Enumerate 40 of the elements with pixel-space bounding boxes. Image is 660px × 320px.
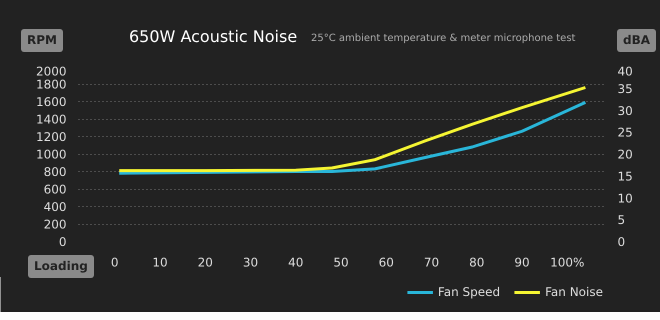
y-tick-label: 2000	[36, 64, 67, 78]
y-tick-label: 1400	[36, 112, 67, 126]
y-tick-label: 400	[44, 200, 66, 214]
x-tick-label: 40	[288, 256, 304, 270]
y2-tick-label: 25	[618, 126, 633, 140]
y2-tick-label: 15	[618, 169, 633, 184]
y-tick-label: 0	[58, 235, 67, 249]
y-tick-label: 1600	[36, 95, 67, 109]
y-tick-label: 200	[44, 218, 66, 232]
y-tick-label: 600	[44, 182, 66, 196]
y2-tick-label: 10	[618, 191, 633, 206]
x-tick-label: 60	[378, 256, 394, 270]
y-axis-title: RPM	[21, 29, 63, 52]
x-tick-label: 50	[333, 256, 349, 270]
legend-label: Fan Speed	[438, 285, 500, 299]
y2-tick-label: 35	[618, 82, 633, 96]
chart-subtitle: 25°C ambient temperature & meter microphone test	[311, 32, 576, 46]
y2-axis-title: dBA	[617, 29, 656, 52]
x-axis-title: Loading	[28, 255, 94, 278]
y-tick-label: 1200	[36, 130, 67, 144]
x-tick-label: 100%	[550, 256, 584, 270]
y2-tick-label: 0	[618, 235, 626, 249]
y-tick-label: 1800	[36, 78, 67, 92]
y2-tick-label: 20	[618, 148, 633, 162]
y-tick-label: 800	[44, 165, 66, 179]
chart-title: 650W Acoustic Noise	[129, 26, 298, 48]
legend-label: Fan Noise	[545, 285, 603, 299]
x-tick-label: 90	[514, 256, 530, 270]
y2-tick-label: 40	[618, 64, 633, 78]
x-tick-label: 30	[242, 256, 258, 270]
y2-tick-label: 30	[618, 104, 633, 118]
x-tick-label: 0	[110, 256, 119, 270]
x-tick-label: 70	[424, 256, 440, 270]
line-series	[118, 100, 587, 175]
line-series	[118, 86, 587, 172]
x-tick-label: 10	[152, 256, 168, 270]
y-tick-label: 1000	[36, 148, 67, 162]
y2-tick-label: 5	[618, 213, 626, 228]
x-tick-label: 80	[469, 256, 484, 270]
x-tick-label: 20	[198, 256, 213, 270]
